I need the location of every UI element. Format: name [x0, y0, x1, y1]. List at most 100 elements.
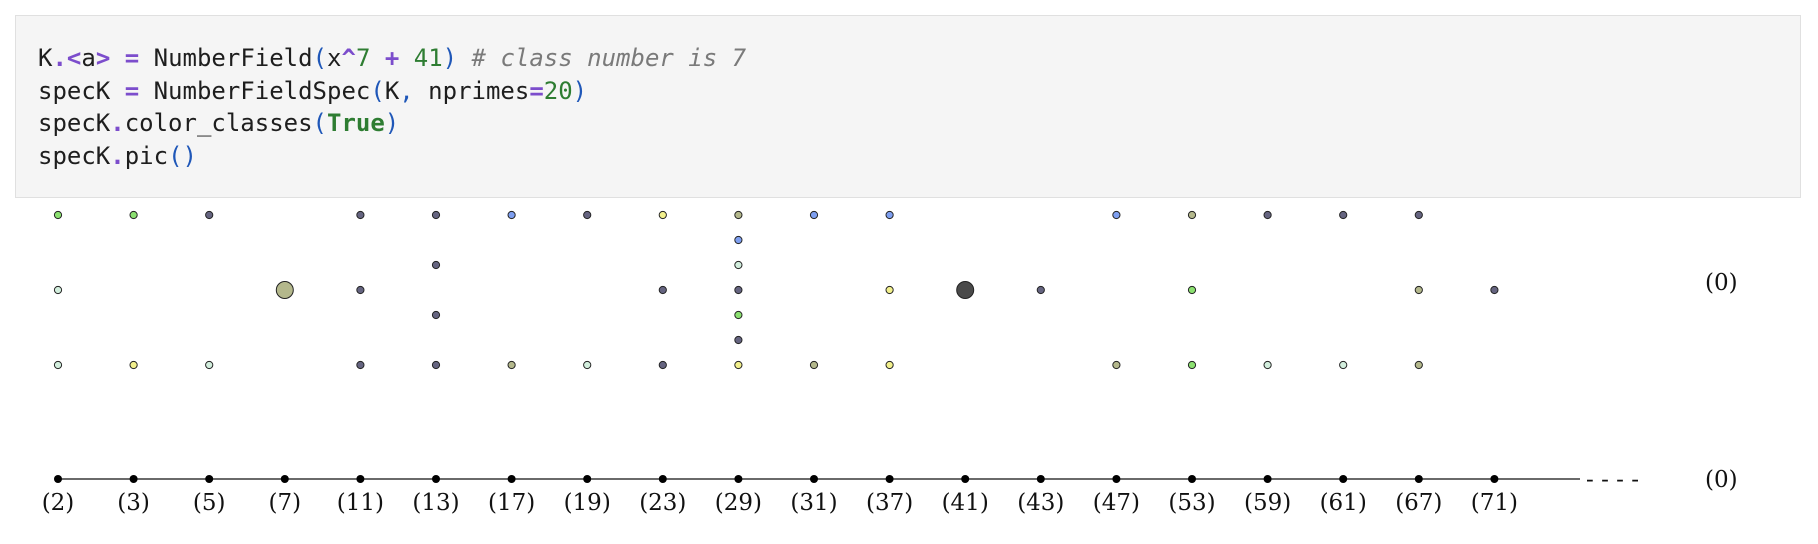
fiber-point-19-0: [583, 210, 592, 220]
prime-point-61: [1339, 475, 1348, 483]
fiber-point-53-2: [1187, 360, 1197, 370]
fiber-point-41-0: [956, 281, 975, 299]
fiber-point-2-2: [53, 360, 63, 370]
fiber-point-13-3: [431, 360, 441, 370]
code-line-3: specK.color_classes(True): [38, 109, 400, 137]
fiber-point-59-0: [1263, 210, 1272, 220]
fiber-point-11-1: [356, 285, 365, 295]
fiber-point-11-2: [356, 360, 365, 370]
prime-point-13: [432, 475, 440, 483]
prime-point-47: [1112, 475, 1121, 483]
fiber-point-23-2: [658, 360, 667, 370]
prime-point-37: [885, 475, 894, 483]
fiber-point-7-0: [275, 281, 294, 299]
prime-label-71: (71): [1471, 490, 1518, 516]
prime-label-17: (17): [488, 490, 535, 516]
prime-label-3: (3): [117, 490, 150, 516]
fiber-point-31-1: [809, 360, 819, 370]
fiber-point-17-1: [507, 360, 516, 370]
fiber-point-5-1: [205, 360, 214, 370]
fiber-point-19-1: [583, 360, 592, 370]
fiber-point-53-1: [1187, 285, 1197, 295]
prime-point-11: [356, 475, 365, 483]
fiber-point-53-0: [1187, 210, 1197, 220]
prime-label-31: (31): [790, 490, 837, 516]
prime-label-13: (13): [412, 490, 459, 516]
prime-point-67: [1414, 475, 1423, 483]
prime-point-43: [1036, 475, 1045, 483]
fiber-point-23-1: [658, 285, 667, 295]
base-primes: (2) (3) (5) (7) (11) (13) (17) (19) (23) (29) (31)…: [42, 475, 1518, 516]
prime-point-59: [1263, 475, 1272, 483]
prime-label-59: (59): [1244, 490, 1291, 516]
fiber-point-2-1: [53, 285, 63, 295]
prime-label-11: (11): [337, 490, 384, 516]
fiber-point-17-0: [507, 210, 516, 220]
prime-label-23: (23): [639, 490, 686, 516]
fiber-point-13-0: [431, 210, 441, 220]
prime-label-29: (29): [715, 490, 762, 516]
fiber-point-47-1: [1112, 360, 1121, 370]
fiber-point-61-1: [1339, 360, 1348, 370]
prime-point-5: [205, 475, 214, 483]
fiber-point-3-1: [129, 360, 138, 370]
fiber-point-67-1: [1414, 285, 1423, 295]
prime-label-5: (5): [193, 490, 226, 516]
prime-point-71: [1490, 475, 1499, 483]
fiber-point-13-2: [431, 310, 441, 320]
prime-label-43: (43): [1017, 490, 1064, 516]
prime-point-23: [658, 475, 667, 483]
fiber-point-29-4: [734, 310, 743, 320]
prime-label-61: (61): [1320, 490, 1367, 516]
prime-point-41: [961, 475, 970, 483]
code-editor[interactable]: K.<a> = NumberField(x^7 + 41) # class nu…: [38, 42, 746, 172]
prime-point-7: [280, 475, 289, 483]
code-comment: # class number is 7: [457, 44, 747, 72]
code-line-1: K.<a> = NumberField(x^7 + 41) # class nu…: [38, 44, 747, 72]
fiber-point-47-0: [1112, 210, 1121, 220]
prime-point-19: [583, 475, 592, 483]
prime-label-19: (19): [564, 490, 611, 516]
fiber-point-29-3: [734, 285, 743, 295]
fiber-points: [53, 210, 1499, 370]
prime-label-47: (47): [1093, 490, 1140, 516]
prime-point-29: [734, 475, 743, 483]
prime-label-41: (41): [942, 490, 989, 516]
fiber-point-2-0: [53, 210, 63, 220]
fiber-point-37-2: [885, 360, 894, 370]
fiber-point-3-0: [129, 210, 138, 220]
prime-label-67: (67): [1395, 490, 1442, 516]
fiber-point-29-2: [734, 260, 743, 270]
fiber-point-43-0: [1036, 285, 1045, 295]
fiber-point-67-0: [1414, 210, 1423, 220]
fiber-point-29-0: [734, 210, 743, 220]
fiber-point-29-5: [734, 335, 743, 345]
prime-label-37: (37): [866, 490, 913, 516]
fiber-point-29-1: [734, 235, 743, 245]
code-line-4: specK.pic(): [38, 141, 197, 170]
generic-point-label: (0): [1705, 467, 1738, 493]
prime-point-31: [810, 475, 818, 483]
fiber-point-23-0: [658, 210, 667, 220]
fiber-point-71-0: [1490, 285, 1499, 295]
fiber-point-59-1: [1263, 360, 1272, 370]
prime-label-2: (2): [42, 490, 75, 516]
spectrum-plot: - - - - (0) (0) (2) (3) (5) (7) (11) (13) (17)…: [42, 210, 1738, 516]
prime-label-53: (53): [1168, 490, 1215, 516]
fiber-point-31-0: [809, 210, 819, 220]
fiber-point-5-0: [205, 210, 214, 220]
prime-point-53: [1188, 475, 1196, 483]
prime-point-17: [507, 475, 516, 483]
prime-point-3: [129, 475, 138, 483]
code-line-2: specK = NumberFieldSpec(K, nprimes=20): [38, 76, 588, 105]
code-cell[interactable]: K.<a> = NumberField(x^7 + 41) # class nu…: [15, 15, 1801, 198]
fiber-point-13-1: [431, 260, 441, 270]
fiber-point-61-0: [1339, 210, 1348, 220]
fiber-point-29-6: [734, 360, 743, 370]
fiber-point-67-2: [1414, 360, 1423, 370]
fiber-point-11-0: [356, 210, 365, 220]
fiber-point-37-0: [885, 210, 894, 220]
axis-continuation-dashes: - - - -: [1586, 467, 1639, 493]
generic-fiber-label: (0): [1705, 270, 1738, 296]
prime-label-7: (7): [269, 490, 302, 516]
